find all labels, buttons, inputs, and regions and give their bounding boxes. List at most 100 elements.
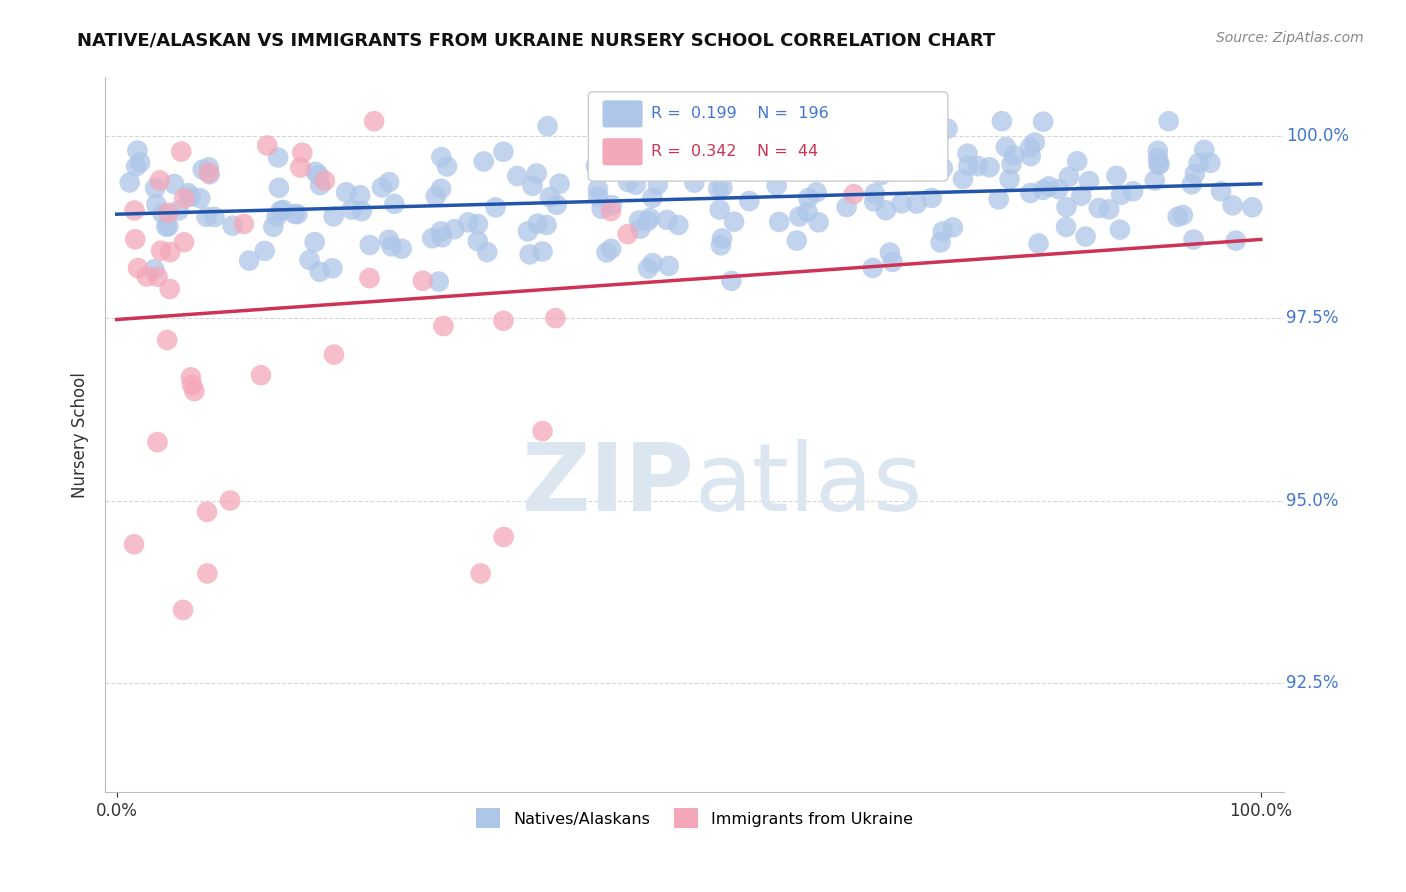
FancyBboxPatch shape [603,100,643,128]
Point [250,368,273,383]
Point [835,200,858,214]
Point [1209,184,1232,198]
Point [191,162,214,177]
Point [655,212,678,227]
Point [124,203,146,218]
Point [526,217,548,231]
Point [359,238,381,252]
Point [124,232,146,246]
Point [323,348,346,362]
Point [905,196,928,211]
Point [727,161,749,176]
Point [863,194,886,209]
Point [152,206,174,220]
Point [363,114,385,128]
Point [195,566,218,581]
Point [1024,136,1046,150]
Point [1241,200,1264,214]
Point [683,176,706,190]
Point [430,230,453,244]
Point [536,119,558,133]
Point [936,121,959,136]
Point [253,244,276,258]
Point [256,138,278,153]
Point [1109,222,1132,236]
Point [685,162,707,177]
Point [932,161,955,175]
Point [709,202,731,217]
Point [616,227,638,242]
Point [740,143,762,157]
Point [730,136,752,151]
Point [586,182,609,196]
Point [430,150,453,164]
Point [870,168,893,182]
Point [707,181,730,195]
Point [378,233,401,247]
Point [146,269,169,284]
Point [266,210,288,224]
Point [1047,182,1070,196]
Point [127,261,149,276]
Point [638,211,661,225]
Point [125,160,148,174]
Point [987,192,1010,206]
Y-axis label: Nursery School: Nursery School [72,372,89,498]
Point [425,189,447,203]
Point [157,205,180,219]
Point [470,566,492,581]
Point [1098,202,1121,217]
Point [600,204,623,219]
Text: R =  0.342    N =  44: R = 0.342 N = 44 [651,145,818,160]
Point [271,202,294,217]
Point [546,198,568,212]
Point [658,259,681,273]
Point [177,186,200,201]
Point [322,210,344,224]
Point [172,603,194,617]
Point [1187,156,1209,170]
Point [1182,233,1205,247]
Point [262,219,284,234]
Point [492,145,515,159]
Point [1199,156,1222,170]
Point [979,160,1001,174]
Point [637,261,659,276]
Point [591,202,613,216]
Point [1222,198,1244,212]
Point [146,435,169,450]
Point [467,234,489,248]
Point [198,161,221,175]
Point [181,378,204,392]
Point [787,210,810,224]
Point [1171,208,1194,222]
Point [522,178,544,193]
Point [129,155,152,169]
Point [890,196,912,211]
Point [613,153,636,167]
Point [267,181,290,195]
Point [159,245,181,260]
Text: atlas: atlas [695,439,922,531]
Point [1032,183,1054,197]
Point [1225,234,1247,248]
FancyBboxPatch shape [588,92,948,181]
Point [519,247,541,261]
Point [641,256,664,270]
Point [685,146,707,161]
Point [432,318,454,333]
Point [145,197,167,211]
Point [952,172,974,186]
Point [472,154,495,169]
Point [738,194,761,208]
Point [531,424,554,438]
Point [875,203,897,218]
Point [991,114,1014,128]
Point [308,168,330,182]
Point [998,172,1021,186]
Point [842,187,865,202]
Point [1078,174,1101,188]
Point [637,214,659,228]
Point [335,186,357,200]
Text: ZIP: ZIP [522,439,695,531]
